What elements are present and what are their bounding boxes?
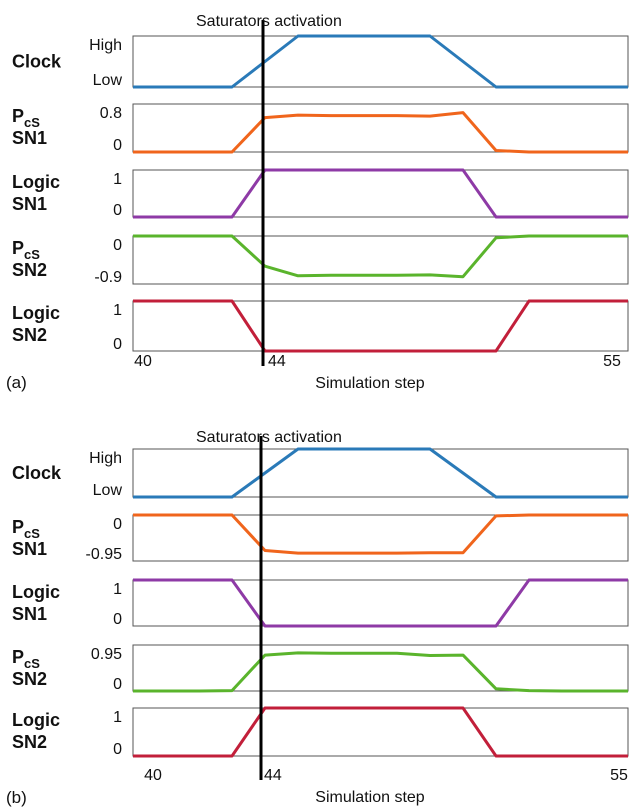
- y-tick-label: High: [89, 450, 122, 467]
- series-label: Clock: [12, 52, 62, 72]
- y-tick-label: 0: [113, 611, 122, 628]
- subplot-b-5: Logic SN2 1 0: [12, 706, 629, 758]
- x-tick-label: 55: [603, 353, 621, 370]
- subplot-b-4: PcS SN2 0.95 0: [12, 644, 629, 693]
- subplot-b-1: Clock High Low: [12, 447, 629, 499]
- series-line: [133, 234, 628, 279]
- x-tick-label: 40: [134, 353, 152, 370]
- y-tick-label: 1: [113, 709, 122, 726]
- panel-label: (a): [6, 373, 27, 392]
- series-line: [133, 168, 628, 219]
- subplot-b-3: Logic SN1 1 0: [12, 578, 629, 628]
- x-axis-label: Simulation step: [315, 789, 424, 806]
- x-tick-label: 44: [268, 353, 286, 370]
- y-tick-label: 1: [113, 302, 122, 319]
- subplot-frame: [132, 579, 629, 627]
- panel-label: (b): [6, 788, 27, 807]
- annotation-label: Saturators activation: [196, 13, 342, 30]
- subplot-b-2: PcS SN1 0 -0.95: [12, 513, 629, 563]
- subplot-frame: [132, 644, 629, 692]
- y-tick-label: 0: [113, 516, 122, 533]
- y-tick-label: 0: [113, 237, 122, 254]
- y-tick-label: 0.95: [91, 646, 122, 663]
- series-line: [133, 513, 628, 555]
- y-tick-label: Low: [93, 72, 123, 89]
- series-label: Clock: [12, 463, 62, 483]
- y-tick-label: 1: [113, 581, 122, 598]
- subplot-frame: [132, 707, 629, 757]
- panel-a: Clock High Low PcS SN1 0.8 0 Logic SN1 1 0 PcS SN2 0 -…: [6, 13, 629, 392]
- y-tick-label: 0: [113, 137, 122, 154]
- subplot-frame: [132, 514, 629, 562]
- subplot-a-3: Logic SN1 1 0: [12, 168, 629, 219]
- series-line: [133, 447, 628, 499]
- x-axis-label: Simulation step: [315, 375, 424, 392]
- subplot-frame: [132, 448, 629, 498]
- x-tick-label: 40: [144, 767, 162, 784]
- series-line: [133, 706, 628, 758]
- series-label: PcS SN1: [12, 106, 47, 148]
- series-label: PcS SN2: [12, 238, 47, 280]
- subplot-a-5: Logic SN2 1 0: [12, 299, 629, 353]
- y-tick-label: 0: [113, 741, 122, 758]
- subplot-a-4: PcS SN2 0 -0.9: [12, 234, 629, 286]
- series-label: Logic SN1: [12, 582, 60, 624]
- y-tick-label: -0.9: [94, 269, 122, 286]
- subplot-frame: [132, 169, 629, 218]
- y-tick-label: -0.95: [86, 546, 123, 563]
- series-label: PcS SN2: [12, 647, 47, 689]
- subplot-a-1: Clock High Low: [12, 34, 629, 89]
- x-tick-label: 44: [264, 767, 282, 784]
- y-tick-label: 0: [113, 202, 122, 219]
- subplot-frame: [132, 103, 629, 153]
- subplot-frame: [132, 300, 629, 352]
- series-line: [133, 111, 628, 154]
- y-tick-label: 1: [113, 171, 122, 188]
- series-label: Logic SN2: [12, 303, 60, 345]
- series-line: [133, 578, 628, 628]
- series-label: Logic SN1: [12, 172, 60, 214]
- y-tick-label: Low: [93, 482, 123, 499]
- y-tick-label: 0.8: [100, 105, 122, 122]
- series-line: [133, 34, 628, 89]
- y-tick-label: 0: [113, 336, 122, 353]
- y-tick-label: 0: [113, 676, 122, 693]
- subplot-frame: [132, 35, 629, 88]
- x-tick-label: 55: [610, 767, 628, 784]
- series-line: [133, 299, 628, 353]
- subplot-a-2: PcS SN1 0.8 0: [12, 103, 629, 154]
- y-tick-label: High: [89, 37, 122, 54]
- series-label: PcS SN1: [12, 517, 47, 559]
- annotation-label: Saturators activation: [196, 429, 342, 446]
- series-label: Logic SN2: [12, 710, 60, 752]
- subplot-frame: [132, 235, 629, 285]
- series-line: [133, 651, 628, 693]
